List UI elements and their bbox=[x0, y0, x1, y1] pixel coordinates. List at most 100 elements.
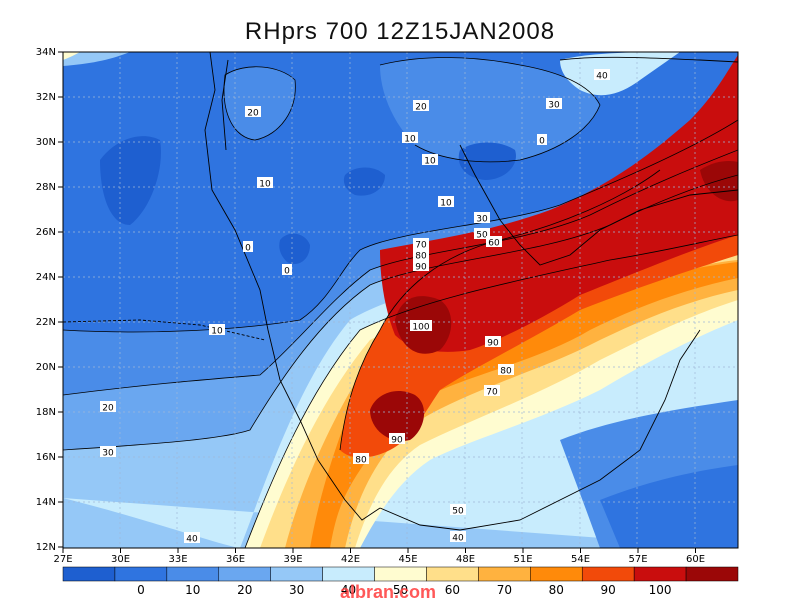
svg-text:80: 80 bbox=[355, 456, 367, 466]
lon-label: 30E bbox=[111, 554, 130, 565]
colorbar-swatch bbox=[633, 566, 687, 582]
lon-label: 27E bbox=[53, 554, 72, 565]
contour-label: 10 bbox=[257, 177, 273, 190]
colorbar-swatch bbox=[218, 566, 271, 582]
lon-label: 51E bbox=[513, 554, 532, 565]
lat-label: 14N bbox=[36, 497, 56, 508]
contour-label-layer: 0001010101010202020303030404040505060607… bbox=[100, 69, 610, 545]
svg-text:100: 100 bbox=[412, 323, 429, 333]
svg-text:0: 0 bbox=[245, 244, 251, 254]
colorbar-swatch bbox=[166, 566, 220, 582]
colorbar-swatch bbox=[62, 566, 116, 582]
svg-text:30: 30 bbox=[548, 101, 560, 111]
contour-label: 80 bbox=[413, 249, 429, 262]
contour-label: 90 bbox=[485, 336, 501, 349]
contour-label: 30 bbox=[474, 212, 490, 225]
lat-label: 34N bbox=[36, 47, 56, 58]
contour-label: 40 bbox=[184, 532, 200, 545]
lon-label: 36E bbox=[226, 554, 245, 565]
colorbar-label: 70 bbox=[497, 583, 512, 597]
lat-label: 30N bbox=[36, 137, 56, 148]
lon-label: 45E bbox=[398, 554, 417, 565]
svg-text:20: 20 bbox=[102, 404, 114, 414]
colorbar-swatch bbox=[426, 566, 479, 582]
lon-label: 57E bbox=[628, 554, 647, 565]
svg-text:50: 50 bbox=[476, 231, 488, 241]
svg-text:80: 80 bbox=[500, 367, 512, 377]
plot-frame bbox=[62, 51, 739, 549]
contour-label: 20 bbox=[413, 100, 429, 113]
colorbar-label: 0 bbox=[137, 583, 145, 597]
colorbar-label: 20 bbox=[237, 583, 252, 597]
contour-label: 10 bbox=[209, 324, 225, 337]
contour-label: 10 bbox=[402, 132, 418, 145]
lat-axis-labels: 34N 32N 30N 28N 26N 24N 22N 20N 18N 16N 14N 12N bbox=[36, 47, 63, 553]
map-title: RHprs 700 12Z15JAN2008 bbox=[244, 18, 556, 45]
svg-text:80: 80 bbox=[415, 252, 427, 262]
svg-text:20: 20 bbox=[415, 103, 427, 113]
colorbar-swatch bbox=[478, 566, 531, 582]
colorbar-swatch bbox=[581, 566, 635, 582]
colorbar-swatch bbox=[114, 566, 168, 582]
colorbar-swatch bbox=[530, 566, 583, 582]
colorbar-label: 80 bbox=[549, 583, 564, 597]
lat-label: 26N bbox=[36, 227, 56, 238]
lat-label: 32N bbox=[36, 92, 56, 103]
lon-label: 60E bbox=[686, 554, 705, 565]
lat-label: 28N bbox=[36, 182, 56, 193]
coastlines bbox=[63, 52, 738, 531]
colorbar-label: 40 bbox=[341, 583, 356, 597]
contour-label: 30 bbox=[100, 446, 116, 459]
svg-text:10: 10 bbox=[211, 327, 223, 337]
contour-label: 60 bbox=[486, 236, 502, 249]
lat-label: 20N bbox=[36, 362, 56, 373]
svg-text:90: 90 bbox=[487, 339, 499, 349]
contour-label: 0 bbox=[537, 134, 547, 147]
colorbar-swatch bbox=[270, 566, 323, 582]
contour-label: 0 bbox=[243, 241, 253, 254]
svg-text:60: 60 bbox=[488, 239, 500, 249]
svg-text:0: 0 bbox=[284, 267, 290, 277]
contour-label: 90 bbox=[389, 433, 405, 446]
contour-label: 10 bbox=[438, 196, 454, 209]
svg-text:90: 90 bbox=[415, 263, 427, 273]
lat-label: 18N bbox=[36, 407, 56, 418]
lon-label: 39E bbox=[283, 554, 302, 565]
contour-label: 70 bbox=[413, 238, 429, 251]
contour-label: 30 bbox=[546, 98, 562, 111]
colorbar-swatch bbox=[322, 566, 375, 582]
lon-label: 54E bbox=[571, 554, 590, 565]
svg-text:30: 30 bbox=[476, 215, 488, 225]
contour-label: 90 bbox=[413, 260, 429, 273]
svg-text:70: 70 bbox=[415, 241, 427, 251]
colorbar-label: 30 bbox=[289, 583, 304, 597]
contour-label: 10 bbox=[422, 154, 438, 167]
contour-label: 80 bbox=[353, 453, 369, 466]
svg-text:40: 40 bbox=[452, 534, 464, 544]
contour-label: 50 bbox=[474, 228, 490, 241]
colorbar-label: 100 bbox=[649, 583, 672, 597]
lat-label: 16N bbox=[36, 452, 56, 463]
svg-text:40: 40 bbox=[596, 72, 608, 82]
svg-text:30: 30 bbox=[102, 449, 114, 459]
svg-text:20: 20 bbox=[247, 109, 259, 119]
svg-text:70: 70 bbox=[486, 388, 498, 398]
contour-label: 40 bbox=[450, 531, 466, 544]
colorbar-label: 10 bbox=[185, 583, 200, 597]
lon-label: 42E bbox=[341, 554, 360, 565]
colorbar-label: 90 bbox=[601, 583, 616, 597]
colorbar: 0 10 20 30 40 50 60 70 80 90 100 bbox=[62, 566, 739, 597]
svg-text:0: 0 bbox=[539, 137, 545, 147]
lat-label: 24N bbox=[36, 272, 56, 283]
svg-text:10: 10 bbox=[424, 157, 436, 167]
lon-label: 33E bbox=[168, 554, 187, 565]
contour-label: 80 bbox=[498, 364, 514, 377]
watermark: albran.com bbox=[340, 582, 437, 602]
contour-label: 50 bbox=[450, 504, 466, 517]
contour-label: 20 bbox=[245, 106, 261, 119]
colorbar-swatch bbox=[374, 566, 427, 582]
contour-label: 100 bbox=[410, 320, 432, 333]
svg-text:10: 10 bbox=[259, 180, 271, 190]
svg-text:10: 10 bbox=[404, 135, 416, 145]
